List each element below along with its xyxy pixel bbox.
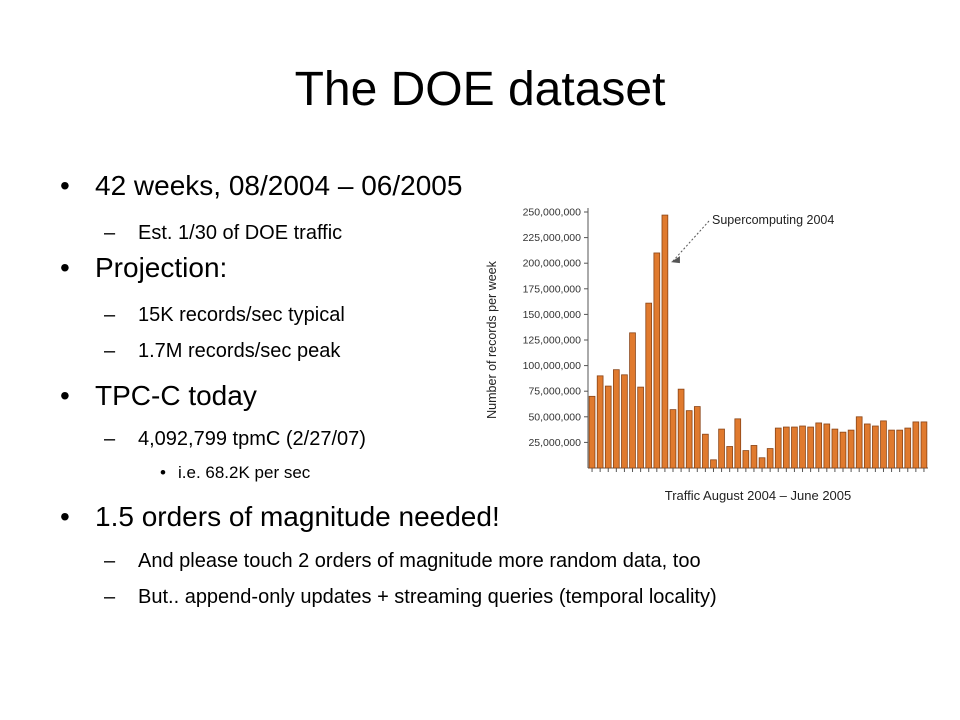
bar bbox=[799, 425, 806, 469]
bar bbox=[855, 416, 863, 469]
annotation-label: Supercomputing 2004 bbox=[712, 213, 834, 227]
bar bbox=[596, 375, 604, 469]
bar bbox=[896, 429, 903, 469]
bar bbox=[710, 459, 717, 469]
bullet-text: 42 weeks, 08/2004 – 06/2005 bbox=[95, 170, 463, 201]
y-axis-title: Number of records per week bbox=[485, 260, 499, 418]
bar bbox=[677, 388, 685, 469]
bullet-text: But.. append-only updates + streaming qu… bbox=[138, 586, 717, 608]
bullet-marker: – bbox=[104, 586, 116, 608]
bar bbox=[637, 386, 644, 469]
bullet-marker: • bbox=[60, 170, 70, 201]
y-tick-label: 200,000,000 bbox=[523, 258, 582, 270]
bar bbox=[912, 421, 920, 469]
bar bbox=[831, 428, 839, 469]
bar bbox=[904, 427, 912, 469]
bar bbox=[750, 445, 758, 469]
bullet-marker: • bbox=[60, 501, 70, 532]
bullet-marker: – bbox=[104, 304, 116, 326]
bullet-marker: – bbox=[104, 340, 116, 362]
bullet-text: Projection: bbox=[95, 252, 228, 283]
y-tick-label: 150,000,000 bbox=[523, 309, 582, 321]
bar bbox=[685, 410, 693, 469]
bar bbox=[621, 374, 628, 469]
bar bbox=[629, 332, 636, 469]
bar bbox=[839, 431, 847, 469]
bar bbox=[880, 420, 887, 469]
bar bbox=[791, 426, 798, 469]
bar bbox=[766, 448, 774, 469]
bar bbox=[863, 423, 871, 469]
bar bbox=[653, 252, 661, 469]
y-tick-label: 175,000,000 bbox=[523, 283, 582, 295]
bullet-marker: – bbox=[104, 222, 116, 244]
bar bbox=[815, 422, 823, 469]
bar bbox=[718, 428, 725, 469]
bar bbox=[734, 418, 742, 469]
bullet-text: 4,092,799 tpmC (2/27/07) bbox=[138, 428, 366, 450]
bullet-text: TPC-C today bbox=[95, 380, 257, 411]
bullet-text: And please touch 2 orders of magnitude m… bbox=[138, 550, 701, 572]
bar bbox=[693, 406, 701, 469]
y-tick-label: 25,000,000 bbox=[528, 437, 581, 449]
bar bbox=[604, 385, 612, 469]
annotation-arrowhead bbox=[670, 256, 680, 264]
bar bbox=[823, 423, 831, 469]
bar bbox=[742, 450, 750, 469]
bar bbox=[702, 433, 709, 469]
bar bbox=[872, 425, 879, 469]
bar bbox=[669, 409, 677, 469]
bar bbox=[645, 302, 653, 469]
bar bbox=[588, 395, 596, 469]
bar bbox=[758, 457, 766, 469]
bar bbox=[888, 429, 895, 469]
bar bbox=[920, 421, 928, 469]
bullet-text: i.e. 68.2K per sec bbox=[178, 463, 311, 482]
bar bbox=[774, 427, 782, 469]
y-tick-label: 125,000,000 bbox=[523, 335, 582, 347]
annotation-arrow bbox=[672, 220, 710, 262]
x-axis-title: Traffic August 2004 – June 2005 bbox=[665, 488, 851, 503]
bullet-text: 1.7M records/sec peak bbox=[138, 340, 341, 362]
bar bbox=[807, 426, 814, 469]
y-tick-label: 250,000,000 bbox=[523, 207, 582, 219]
bullet-marker: • bbox=[160, 463, 166, 482]
bar bbox=[726, 446, 733, 469]
bullet-marker: • bbox=[60, 380, 70, 411]
bullet-text: 1.5 orders of magnitude needed! bbox=[95, 501, 500, 532]
traffic-bar-chart: 25,000,000 50,000,000 75,000,000 100,000,00… bbox=[485, 207, 928, 503]
y-tick-label: 225,000,000 bbox=[523, 232, 582, 244]
y-tick-label: 50,000,000 bbox=[528, 411, 581, 423]
bullet-marker: – bbox=[104, 550, 116, 572]
bullet-marker: – bbox=[104, 428, 116, 450]
bullet-text: Est. 1/30 of DOE traffic bbox=[138, 222, 343, 244]
bar bbox=[661, 214, 669, 469]
bullet-text: 15K records/sec typical bbox=[138, 304, 345, 326]
y-tick-label: 100,000,000 bbox=[523, 360, 582, 372]
traffic-chart: 25,000,000 50,000,000 75,000,000 100,000,00… bbox=[484, 200, 944, 510]
bar bbox=[847, 429, 855, 469]
bullet-marker: • bbox=[60, 252, 70, 283]
y-tick-label: 75,000,000 bbox=[528, 386, 581, 398]
bar bbox=[783, 426, 790, 469]
bar bbox=[613, 369, 620, 469]
slide-title: The DOE dataset bbox=[294, 63, 666, 116]
